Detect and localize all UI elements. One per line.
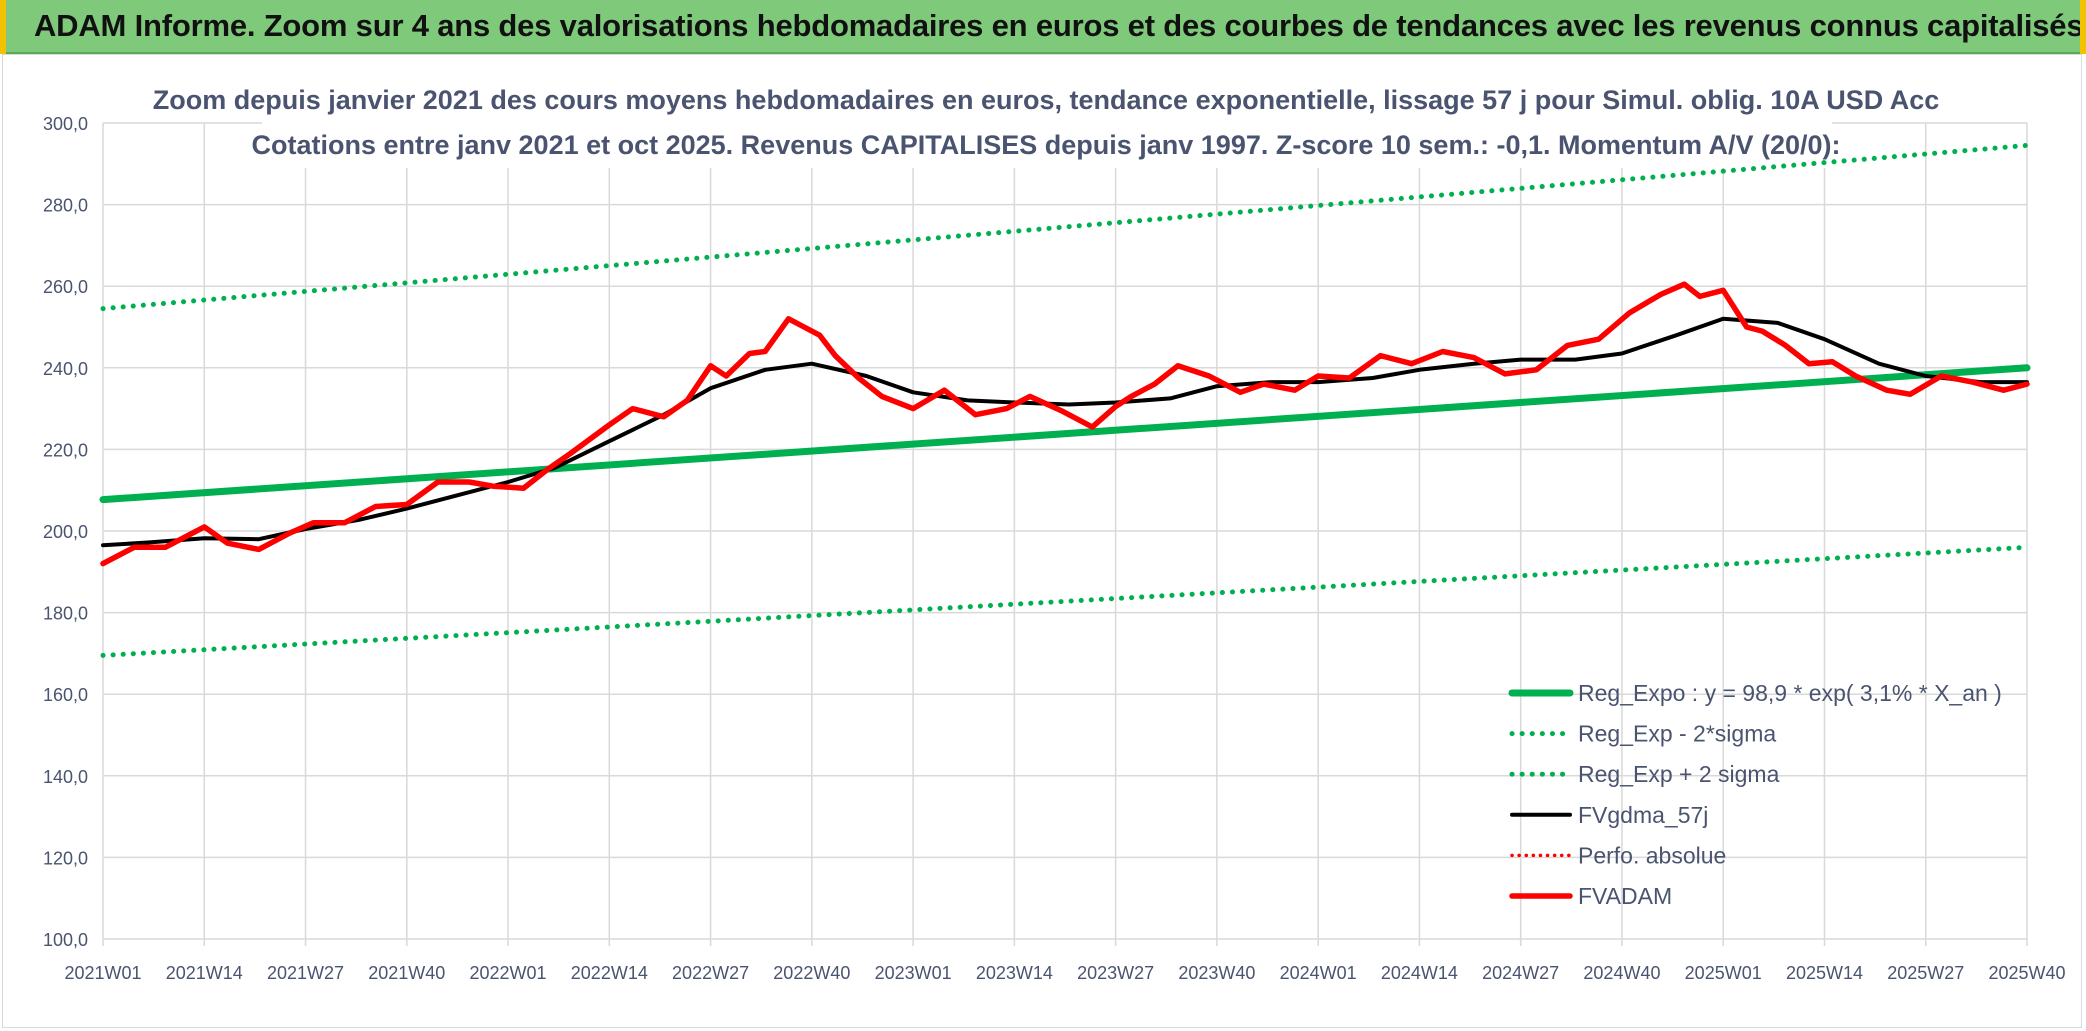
series-line-reg-exp-2-sigma (100, 544, 2030, 658)
chart-title-line-2: Cotations entre janv 2021 et oct 2025. R… (251, 130, 1840, 160)
legend-label-fvgdma-57j: FVgdma_57j (1578, 802, 1708, 828)
series-line-reg-exp-2-sigma (100, 142, 2030, 312)
axes: 100,0 120,0 140,0 160,0 180,0 200,0 220,0 240,0… (43, 114, 2066, 983)
banner-accent-left (0, 0, 6, 54)
x-tick-label: 2021W27 (267, 963, 344, 983)
x-tick-label: 2022W40 (773, 963, 850, 983)
report-banner: ADAM Informe. Zoom sur 4 ans des valoris… (0, 0, 2086, 54)
report-title: ADAM Informe. Zoom sur 4 ans des valoris… (34, 8, 2084, 43)
y-tick-label: 180,0 (43, 604, 88, 624)
chart-title: Zoom depuis janvier 2021 des cours moyen… (153, 80, 1940, 168)
x-tick-label: 2021W01 (64, 963, 141, 983)
legend-label-reg-exp-2-sigma: Reg_Exp + 2 sigma (1578, 761, 1780, 787)
legend-label-perfo-absolue: Perfo. absolue (1578, 842, 1726, 868)
y-tick-label: 300,0 (43, 114, 88, 134)
x-tick-label: 2022W27 (672, 963, 749, 983)
grid (102, 122, 2028, 946)
x-tick-label: 2023W14 (976, 963, 1053, 983)
x-tick-label: 2024W14 (1381, 963, 1458, 983)
y-tick-label: 220,0 (43, 440, 88, 460)
chart-frame (2, 54, 2082, 1028)
legend-label-fvadam: FVADAM (1578, 883, 1672, 909)
y-tick-label: 100,0 (43, 930, 88, 950)
x-tick-label: 2023W01 (875, 963, 952, 983)
x-tick-label: 2022W14 (571, 963, 648, 983)
y-tick-label: 200,0 (43, 522, 88, 542)
x-tick-label: 2025W14 (1786, 963, 1863, 983)
x-tick-label: 2023W40 (1178, 963, 1255, 983)
x-tick-label: 2021W40 (368, 963, 445, 983)
series-line-fvgdma-57j (101, 316, 2029, 548)
y-tick-label: 240,0 (43, 359, 88, 379)
x-tick-label: 2022W01 (470, 963, 547, 983)
legend-label-reg-exp-2-sigma: Reg_Exp - 2*sigma (1578, 721, 1776, 747)
y-tick-label: 260,0 (43, 277, 88, 297)
series-line-fvadam (100, 281, 2030, 567)
x-tick-label: 2024W40 (1583, 963, 1660, 983)
banner-accent-right (2080, 0, 2086, 54)
x-tick-label: 2025W40 (1988, 963, 2065, 983)
x-tick-label: 2023W27 (1077, 963, 1154, 983)
series-line-reg-expo-y-98-9-exp-3-1-x-an (99, 364, 2031, 504)
x-tick-label: 2025W01 (1685, 963, 1762, 983)
chart-title-line-1: Zoom depuis janvier 2021 des cours moyen… (153, 85, 1940, 115)
x-tick-label: 2021W14 (166, 963, 243, 983)
y-tick-label: 140,0 (43, 767, 88, 787)
series (99, 142, 2031, 658)
legend: Reg_Expo : y = 98,9 * exp( 3,1% * X_an )… (1508, 680, 2002, 909)
x-tick-label: 2025W27 (1887, 963, 1964, 983)
y-tick-label: 160,0 (43, 685, 88, 705)
y-tick-label: 280,0 (43, 196, 88, 216)
y-tick-label: 120,0 (43, 848, 88, 868)
x-tick-label: 2024W27 (1482, 963, 1559, 983)
x-tick-label: 2024W01 (1280, 963, 1357, 983)
legend-label-reg-expo-y-98-9-exp-3-1-x-an: Reg_Expo : y = 98,9 * exp( 3,1% * X_an ) (1578, 680, 2002, 706)
